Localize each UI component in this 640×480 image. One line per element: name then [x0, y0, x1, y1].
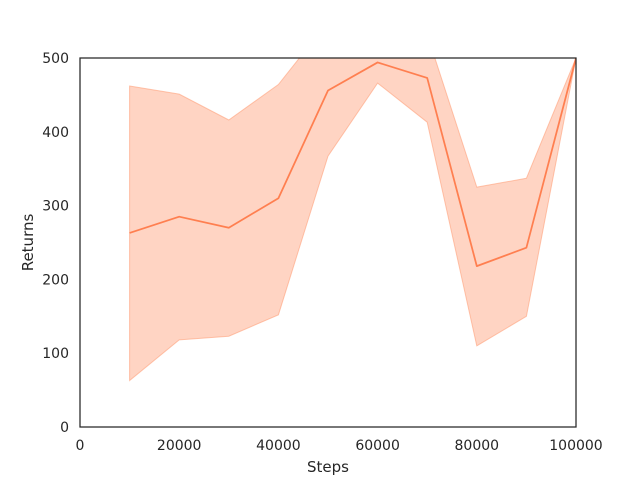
- plot-frame: [79, 57, 577, 428]
- x-tick-label: 80000: [455, 438, 500, 454]
- y-tick-label: 100: [42, 346, 69, 362]
- y-tick-label: 0: [60, 420, 69, 436]
- x-axis-label: Steps: [307, 458, 349, 476]
- y-tick-label: 200: [42, 272, 69, 288]
- x-tick-label: 60000: [355, 438, 400, 454]
- y-tick-label: 300: [42, 199, 69, 215]
- series-0-mean-line: [129, 58, 576, 267]
- series-0-confidence-band: [129, 58, 576, 382]
- y-axis-label: Returns: [19, 214, 37, 272]
- x-tick-label: 20000: [157, 438, 202, 454]
- plot-background: [80, 58, 576, 427]
- y-tick-label: 500: [42, 51, 69, 67]
- x-tick-label: 100000: [549, 438, 602, 454]
- x-tick-label: 0: [76, 438, 85, 454]
- y-tick-label: 400: [42, 125, 69, 141]
- x-tick-label: 40000: [256, 438, 301, 454]
